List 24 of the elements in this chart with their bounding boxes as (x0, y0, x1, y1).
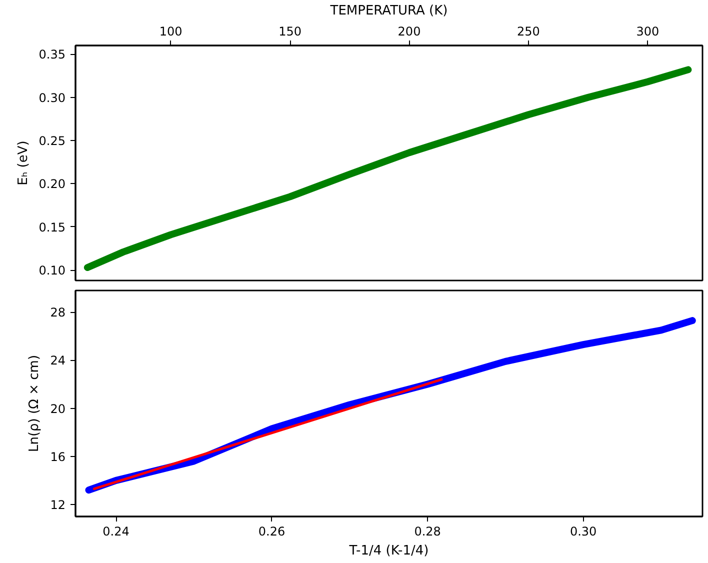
x-tick-label: 0.30 (570, 524, 597, 538)
y-tick-label: 0.15 (38, 220, 66, 234)
x-tick-label: 150 (278, 24, 302, 38)
y-tick-label: 0.35 (38, 48, 66, 62)
y-tick-label: 0.25 (38, 134, 66, 148)
x-tick-label: 0.26 (258, 524, 286, 538)
x-axis-title: T-1/4 (K-1/4) (348, 544, 429, 558)
y-tick-label: 24 (50, 354, 66, 368)
y-axis-title: Eₕ (eV) (16, 140, 31, 186)
x-tick-label: 200 (398, 24, 421, 38)
x-tick-label: 250 (517, 24, 540, 38)
x-tick-label: 0.28 (414, 524, 441, 538)
y-tick-label: 12 (50, 498, 66, 512)
y-tick-label: 0.20 (38, 177, 66, 192)
y-tick-label: 0.10 (38, 264, 66, 278)
y-tick-label: 16 (50, 450, 66, 464)
y-tick-label: 28 (50, 306, 66, 320)
y-tick-label: 20 (50, 402, 66, 416)
x-tick-label: 100 (159, 24, 182, 38)
y-axis-title: Ln(ρ) (Ω × cm) (27, 354, 42, 452)
x-tick-label: 0.24 (102, 524, 130, 538)
x-tick-label: 300 (636, 24, 660, 38)
y-tick-label: 0.30 (38, 90, 66, 105)
x-axis-title: TEMPERATURA (K) (329, 4, 448, 18)
